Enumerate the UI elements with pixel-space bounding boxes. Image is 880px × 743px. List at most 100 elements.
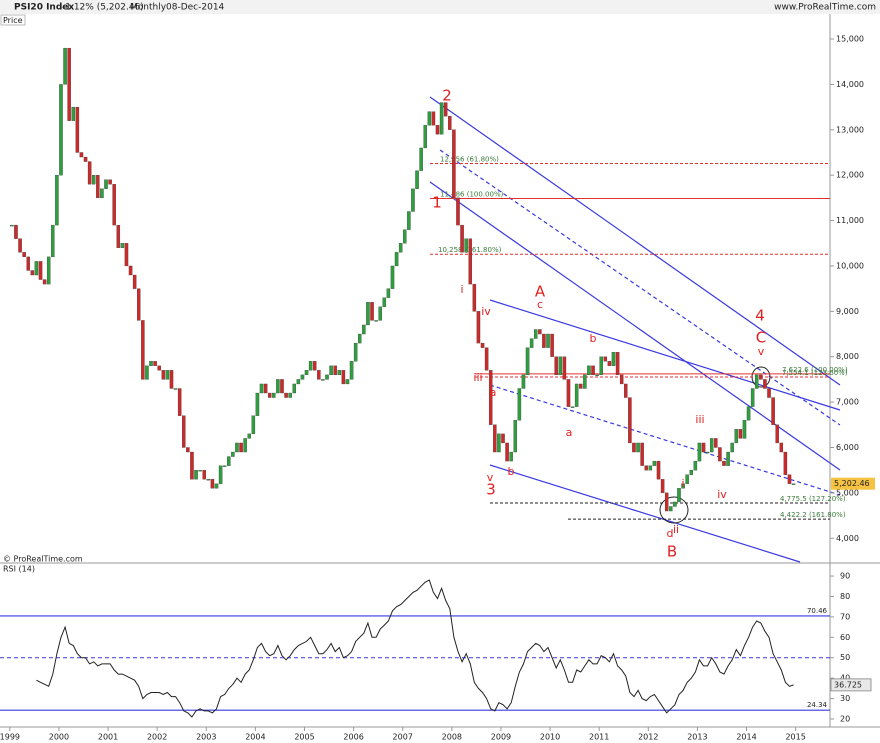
rsi-level-label: 70.46: [807, 607, 828, 615]
wave-label: 4: [755, 307, 765, 325]
candle: [403, 229, 407, 244]
candle: [349, 361, 354, 380]
candle: [222, 465, 227, 467]
candle: [55, 175, 59, 226]
candle: [452, 129, 456, 199]
y-tick-label: 7,000: [836, 398, 859, 407]
candle: [79, 152, 84, 158]
x-tick-label: 2004: [245, 733, 265, 742]
candle: [652, 460, 657, 466]
candle: [312, 361, 317, 371]
y-tick-label: 13,000: [836, 125, 864, 134]
panel-label: Price: [3, 16, 23, 25]
candle: [235, 442, 239, 453]
candle: [321, 379, 325, 381]
candle: [341, 370, 346, 385]
candle: [63, 47, 67, 85]
candle: [259, 383, 264, 394]
candle: [746, 406, 751, 421]
candle: [709, 438, 714, 453]
candle: [419, 147, 423, 171]
wave-label: C: [756, 329, 766, 347]
candle: [566, 379, 571, 407]
y-tick-label: 4,000: [836, 534, 859, 543]
candle: [603, 356, 608, 362]
candle: [669, 506, 673, 512]
wave-label: b: [508, 465, 515, 478]
y-tick-label: 8,000: [836, 352, 859, 361]
candle: [128, 265, 133, 276]
candle: [255, 392, 260, 416]
candle: [116, 224, 121, 248]
y-tick-label: 12,000: [836, 171, 864, 180]
candle: [124, 243, 129, 267]
wave-label: v: [758, 345, 765, 358]
candles: [10, 47, 796, 512]
candle: [333, 365, 337, 376]
candle: [194, 470, 198, 480]
candle: [632, 442, 636, 453]
y-tick-label: 30: [840, 694, 850, 703]
candle: [227, 456, 231, 466]
candle: [587, 365, 591, 376]
candle: [624, 383, 628, 398]
candle: [75, 106, 80, 153]
candle: [497, 433, 501, 453]
candle: [165, 370, 170, 380]
candle: [439, 102, 444, 135]
candle: [783, 451, 788, 475]
candle: [247, 433, 251, 439]
candle: [546, 333, 550, 348]
candle: [177, 388, 182, 416]
candle: [120, 243, 125, 248]
candle: [754, 374, 759, 389]
candle: [30, 270, 35, 276]
y-tick-label: 11,000: [836, 216, 864, 225]
candle: [112, 184, 116, 226]
fib-label: 4,775.5 (127.20%): [780, 495, 846, 503]
candle: [689, 470, 694, 475]
fib-label: 12,256 (61.80%): [440, 156, 499, 164]
candle: [251, 415, 256, 435]
candle: [607, 361, 612, 366]
candle: [46, 256, 51, 285]
candle: [353, 342, 358, 362]
rsi-value-box: [830, 678, 872, 692]
candle: [149, 361, 153, 366]
candle: [644, 465, 648, 471]
candle: [718, 447, 722, 462]
wave-label: d: [667, 527, 674, 540]
candle: [611, 352, 616, 366]
candle: [96, 175, 100, 199]
candle: [664, 492, 669, 512]
candle: [394, 252, 399, 267]
candle: [239, 442, 243, 453]
wave-label: c: [537, 298, 543, 311]
rsi-title: RSI (14): [3, 565, 35, 574]
candle: [542, 333, 546, 348]
wave-label: a: [566, 426, 573, 439]
candle: [787, 474, 792, 484]
candle: [493, 424, 497, 453]
circle-marker: [659, 496, 689, 524]
candle: [267, 392, 272, 398]
panel-label-box: [0, 14, 26, 26]
candle: [38, 261, 43, 280]
y-tick-label: 10,000: [836, 261, 864, 270]
x-tick-label: 2001: [98, 733, 118, 742]
candle: [525, 347, 530, 376]
candle: [83, 156, 88, 162]
candle: [468, 238, 473, 285]
candle: [231, 451, 235, 457]
copyright: © ProRealTime.com: [3, 555, 83, 564]
candle: [308, 361, 313, 371]
candle: [521, 374, 526, 389]
candle: [292, 383, 297, 394]
y-tick-label: 5,000: [836, 488, 859, 497]
y-tick-label: 90: [840, 572, 850, 581]
candle: [464, 238, 468, 253]
candle: [42, 279, 47, 285]
wave-label: A: [535, 283, 546, 301]
candle: [141, 320, 145, 380]
